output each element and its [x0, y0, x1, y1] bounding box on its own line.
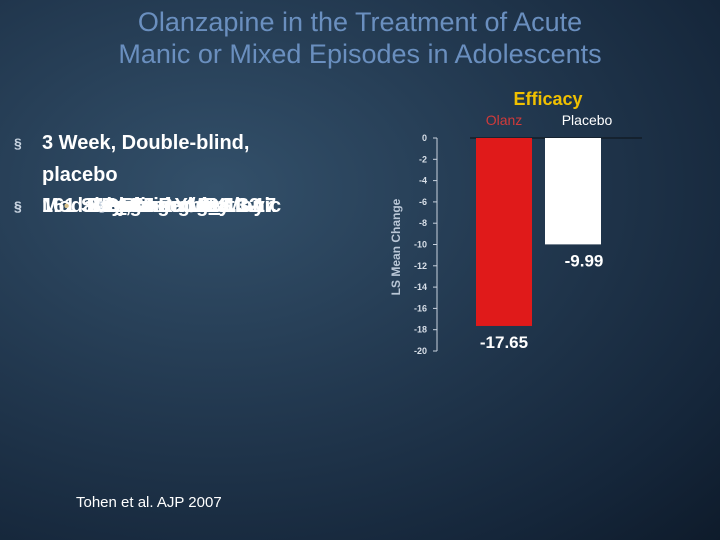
- slide-title: Olanzapine in the Treatment of Acute Man…: [0, 6, 720, 70]
- bullet-marker-icon: •: [64, 198, 70, 215]
- bullet-text: 3 Week, Double-blind, placebo: [42, 132, 250, 186]
- bar-placebo: [545, 138, 601, 245]
- y-tick-label: -4: [419, 176, 427, 186]
- bullet-marker-icon: •: [64, 198, 70, 215]
- category-label-olanz: Olanz: [486, 112, 523, 128]
- bullet-text: Psychotic 18%: [87, 195, 228, 217]
- y-tick-label: -10: [414, 240, 427, 250]
- chart-title: Efficacy: [513, 89, 582, 109]
- bullet-text: Mean Age 15+1.1 yr.: [87, 191, 277, 223]
- bullet-marker-icon: §: [14, 198, 22, 214]
- mean-age-sd: 1.1 yr.: [220, 195, 277, 217]
- bullet-text: 9.7+4.5 mg/day: [87, 191, 230, 223]
- bar-olanz: [476, 138, 532, 326]
- y-tick-label: 0: [422, 133, 427, 143]
- bullet-marker-icon: §: [98, 198, 106, 214]
- bullet-text: BP I, Mixed or Manic: [87, 195, 282, 217]
- slide-title-line-1: Olanzapine in the Treatment of Acute: [137, 7, 583, 37]
- mean-age-text: Mean Age 15: [87, 195, 209, 217]
- y-tick-label: -14: [414, 282, 427, 292]
- y-tick-label: -6: [419, 197, 427, 207]
- bullet-text: Baseline YMRS 32: [87, 195, 261, 217]
- bullet-marker-icon: •: [64, 198, 70, 215]
- y-tick-label: -20: [414, 346, 427, 356]
- bullet-marker-icon: •: [64, 198, 70, 215]
- y-axis-label: LS Mean Change: [389, 198, 403, 295]
- y-tick-label: -12: [414, 261, 427, 271]
- dose-sd: 4.5 mg/day: [126, 195, 230, 217]
- y-tick-label: -2: [419, 154, 427, 164]
- dose-mean: 9.7: [87, 195, 115, 217]
- y-tick-label: -8: [419, 218, 427, 228]
- data-label-placebo: -9.99: [565, 251, 604, 270]
- slide-title-line-2: Manic or Mixed Episodes in Adolescents: [118, 39, 602, 69]
- bullet-marker-icon: §: [14, 198, 22, 214]
- bullet-text: 2:1 Randomization: [87, 195, 265, 217]
- plus-minus-sign: +: [208, 195, 221, 217]
- bullet-marker-icon: §: [14, 135, 22, 151]
- citation: Tohen et al. AJP 2007: [76, 494, 222, 511]
- bullet-marker-icon: •: [64, 198, 70, 215]
- data-label-olanz: -17.65: [480, 333, 528, 352]
- efficacy-bar-chart: Efficacy LS Mean Change 0 -2 -4 -6 -8 -10 -12 -14…: [389, 89, 642, 356]
- bullet-text: Modal Dose: [42, 195, 155, 217]
- bullet-study-design: § 3 Week, Double-blind, placebo: [14, 128, 344, 191]
- plus-minus-sign: +: [114, 195, 127, 217]
- bullet-text: Age Range 13-17: [115, 195, 277, 217]
- category-label-placebo: Placebo: [562, 112, 613, 128]
- y-tick-label: -18: [414, 325, 427, 335]
- bullet-text: 161 Subjects: [42, 195, 165, 217]
- bullet-list: § 3 Week, Double-blind, placebo • 2:1 Ra…: [14, 128, 344, 217]
- y-tick-label: -16: [414, 303, 427, 313]
- bullet-marker-icon: •: [64, 198, 70, 215]
